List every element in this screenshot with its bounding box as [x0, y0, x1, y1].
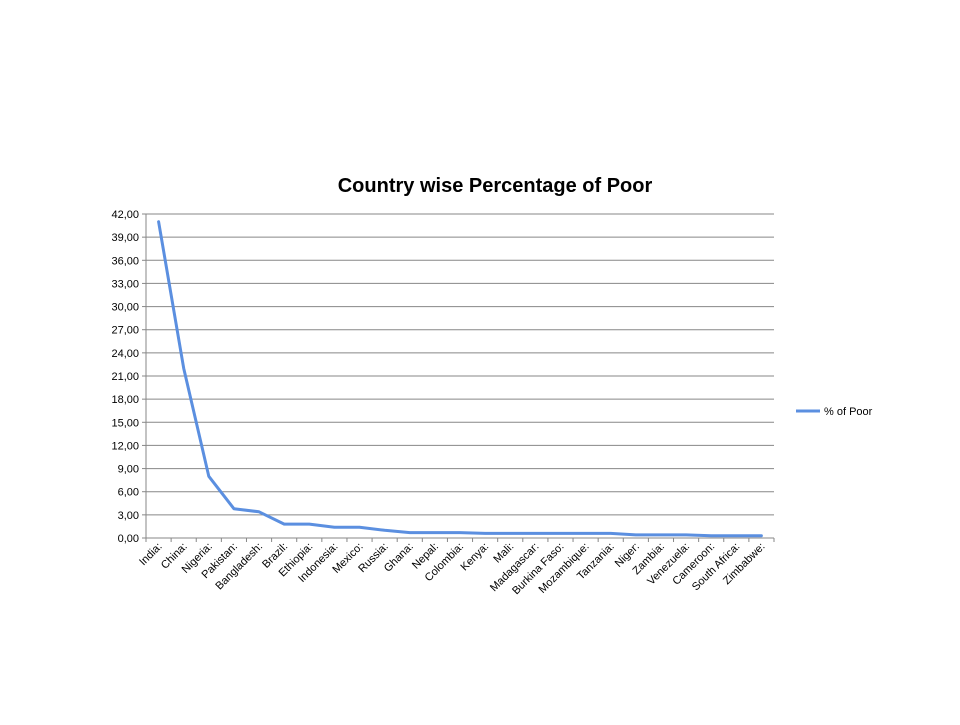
x-axis-tick-labels: India:China:Nigeria:Pakistan:Bangladesh:…: [137, 541, 767, 597]
y-tick-label: 12,00: [111, 440, 139, 452]
y-tick-label: 39,00: [111, 232, 139, 244]
axes: [142, 213, 775, 542]
series-lines: [157, 220, 763, 538]
series-line: [157, 220, 763, 538]
y-tick-label: 15,00: [111, 417, 139, 429]
x-tick-label: Kenya:: [459, 541, 492, 574]
y-tick-label: 27,00: [111, 325, 139, 337]
y-tick-label: 0,00: [118, 533, 139, 545]
y-tick-label: 42,00: [111, 209, 139, 221]
y-tick-label: 21,00: [111, 371, 139, 383]
chart-title: Country wise Percentage of Poor: [338, 175, 653, 197]
legend: % of Poor: [796, 406, 873, 418]
y-tick-label: 9,00: [118, 464, 139, 476]
y-tick-label: 24,00: [111, 348, 139, 360]
y-tick-label: 6,00: [118, 487, 139, 499]
y-axis-tick-labels: 0,00 3,00 6,00 9,00 12,00 15,00 18,00 21,00 24,0…: [111, 209, 139, 545]
y-tick-label: 3,00: [118, 510, 139, 522]
y-tick-label: 33,00: [111, 278, 139, 290]
y-tick-label: 36,00: [111, 255, 139, 267]
y-tick-label: 18,00: [111, 394, 139, 406]
legend-label: % of Poor: [824, 406, 873, 418]
y-tick-label: 30,00: [111, 302, 139, 314]
gridlines: [146, 213, 774, 539]
